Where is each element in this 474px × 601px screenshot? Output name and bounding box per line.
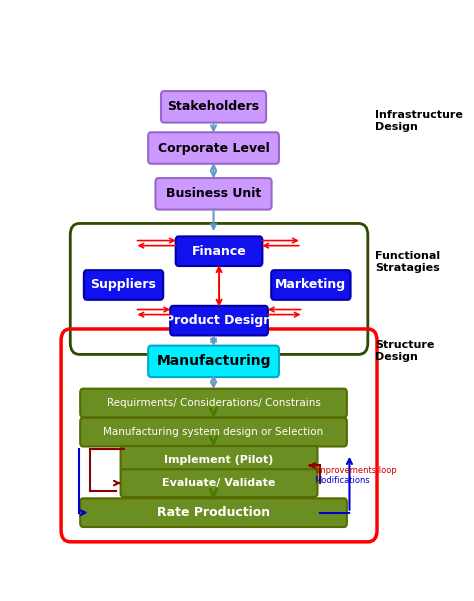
FancyBboxPatch shape [271,270,351,300]
Text: Functional
Stratagies: Functional Stratagies [375,251,440,273]
FancyBboxPatch shape [84,270,163,300]
Text: Business Unit: Business Unit [166,188,261,200]
Text: Manufacturing: Manufacturing [156,355,271,368]
Text: Improvements loop: Improvements loop [315,466,396,475]
FancyBboxPatch shape [155,178,272,210]
Text: Marketing: Marketing [275,278,346,291]
FancyBboxPatch shape [120,469,318,497]
Text: Stakeholders: Stakeholders [167,100,260,114]
Text: Infrastructure
Design: Infrastructure Design [375,110,463,132]
Text: Manufacturing system design or Selection: Manufacturing system design or Selection [103,427,324,437]
Text: Requirments/ Considerations/ Constrains: Requirments/ Considerations/ Constrains [107,398,320,408]
Text: Evaluate/ Validate: Evaluate/ Validate [163,478,276,488]
FancyBboxPatch shape [148,132,279,163]
FancyBboxPatch shape [148,346,279,377]
Text: Structure
Design: Structure Design [375,340,435,362]
Text: Finance: Finance [191,245,246,258]
Text: Implement (Pilot): Implement (Pilot) [164,455,273,465]
Text: Suppliers: Suppliers [91,278,156,291]
FancyBboxPatch shape [161,91,266,123]
FancyBboxPatch shape [80,418,347,447]
FancyBboxPatch shape [80,389,347,417]
FancyBboxPatch shape [176,236,263,266]
Text: Product Design: Product Design [165,314,273,327]
FancyBboxPatch shape [80,498,347,527]
FancyBboxPatch shape [170,306,268,335]
Text: Modifications: Modifications [315,476,370,485]
FancyBboxPatch shape [120,446,318,474]
Text: Rate Production: Rate Production [157,506,270,519]
Text: Corporate Level: Corporate Level [158,141,269,154]
